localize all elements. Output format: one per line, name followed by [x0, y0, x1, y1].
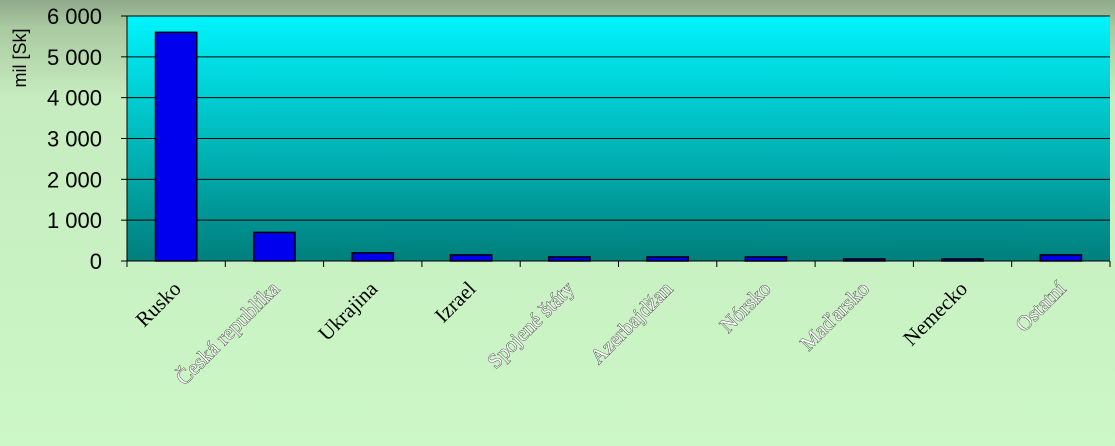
category-label: Nemecko [898, 277, 972, 351]
category-label: Nórsko [715, 277, 776, 338]
category-label: Izrael [430, 276, 481, 327]
y-axis-title: mil [Sk] [10, 28, 30, 87]
y-tick-label: 0 [90, 249, 102, 274]
bar [351, 252, 395, 262]
category-label: Česká republika [171, 276, 285, 390]
bar [449, 254, 493, 262]
category-label: Ostatní [1011, 276, 1071, 336]
y-tick-label: 6 000 [47, 4, 102, 29]
y-tick-label: 3 000 [47, 127, 102, 152]
gridlines [127, 15, 1110, 221]
bar [154, 31, 198, 262]
x-axis [126, 260, 1111, 267]
y-tick-label: 5 000 [47, 45, 102, 70]
bar [842, 258, 886, 262]
y-tick-label: 1 000 [47, 208, 102, 233]
category-label: Ukrajina [313, 276, 382, 345]
bars [154, 31, 1083, 262]
bar [547, 256, 591, 262]
category-label: Rusko [131, 277, 186, 332]
y-tick-label: 4 000 [47, 86, 102, 111]
bar [253, 231, 296, 262]
bar [941, 258, 984, 262]
category-label: Azerbajdžan [585, 276, 677, 368]
category-label: Maďarsko [795, 277, 874, 356]
y-axis: 0 1 000 2 000 3 000 4 000 5 000 6 000 [47, 4, 128, 274]
bar [646, 256, 690, 262]
category-label: Spojené štáty [482, 276, 579, 373]
bar [744, 256, 788, 262]
y-tick-label: 2 000 [47, 167, 102, 192]
bar [1039, 254, 1083, 262]
